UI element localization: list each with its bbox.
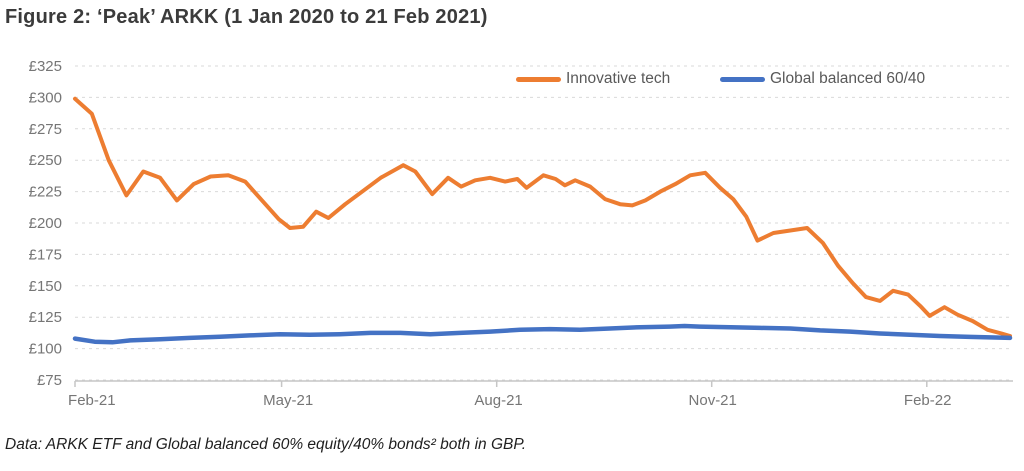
y-axis-tick-label: £225 (29, 184, 62, 201)
y-axis-tick-label: £100 (29, 341, 62, 358)
y-axis-tick-label: £250 (29, 152, 62, 169)
y-axis-tick-label: £300 (29, 89, 62, 106)
data-source-note: Data: ARKK ETF and Global balanced 60% e… (5, 436, 527, 453)
y-axis-tick-label: £325 (29, 58, 62, 75)
global-balanced-line-swatch-icon (720, 76, 765, 82)
x-axis-tick-label: Feb-21 (68, 392, 116, 409)
x-axis-tick-label: May-21 (263, 392, 313, 409)
innovative-tech-line-swatch-icon (516, 76, 561, 82)
x-axis-tick-label: Nov-21 (689, 392, 737, 409)
x-axis-tick-label: Feb-22 (904, 392, 952, 409)
y-axis-tick-label: £75 (37, 372, 62, 389)
y-axis-tick-label: £200 (29, 215, 62, 232)
legend-item-global-balanced: Global balanced 60/40 (720, 69, 925, 89)
series-line-innovative-tech (73, 96, 1012, 338)
global-balanced-legend-label: Global balanced 60/40 (770, 70, 926, 87)
y-axis-tick-label: £175 (29, 246, 62, 263)
series-line-global-balanced-60-40 (72, 323, 1013, 345)
y-axis-tick-label: £275 (29, 121, 62, 138)
innovative-tech-legend-label: Innovative tech (566, 70, 671, 87)
legend-item-innovative-tech: Innovative tech (516, 69, 670, 89)
figure-title: Figure 2: ‘Peak’ ARKK (1 Jan 2020 to 21 … (5, 6, 488, 28)
y-axis-tick-label: £150 (29, 278, 62, 295)
y-axis-tick-label: £125 (29, 309, 62, 326)
x-axis-tick-label: Aug-21 (474, 392, 522, 409)
